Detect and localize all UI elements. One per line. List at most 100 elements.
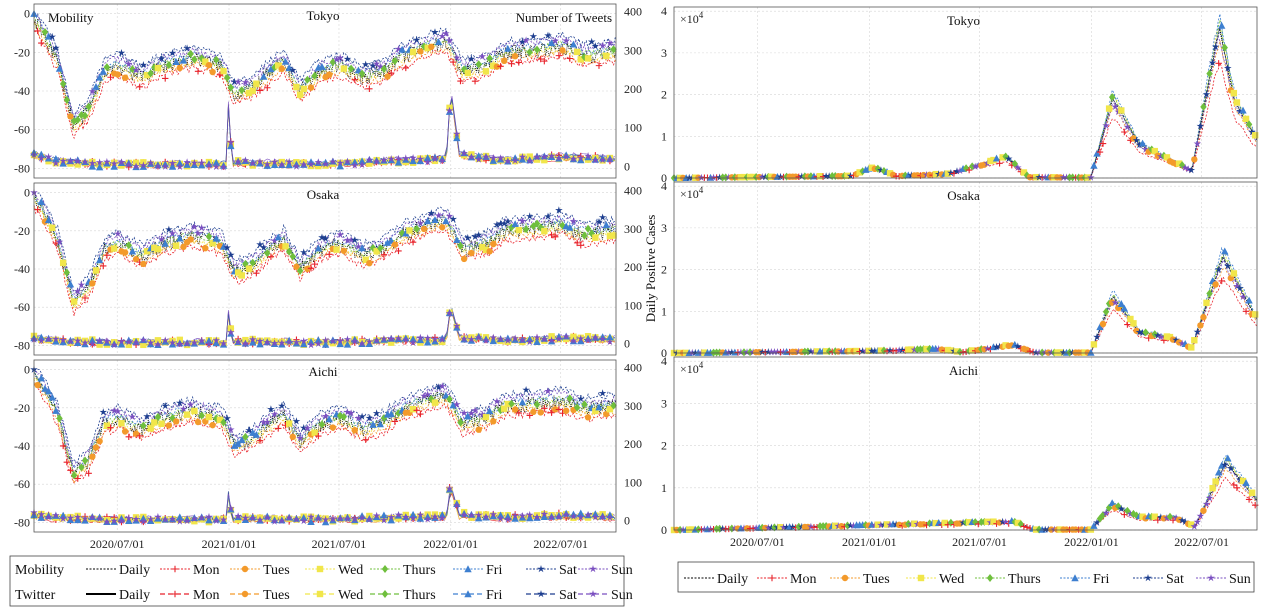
mobility-marker	[230, 77, 239, 85]
twitter-marker	[336, 340, 344, 348]
twitter-marker	[234, 337, 242, 346]
mobility-marker	[467, 409, 476, 417]
cases-marker	[1172, 514, 1180, 522]
mobility-marker	[387, 410, 395, 418]
twitter-marker	[438, 156, 447, 165]
mobility-marker	[423, 390, 432, 398]
twitter-marker	[66, 513, 75, 522]
mobility-line-mon	[33, 383, 616, 484]
mobility-marker	[439, 224, 446, 231]
mobility-marker	[584, 224, 592, 233]
mobility-marker	[59, 79, 67, 88]
mobility-marker	[176, 399, 184, 407]
mobility-line-mon	[33, 30, 616, 140]
twitter-marker	[372, 511, 381, 519]
mobility-marker	[457, 77, 464, 85]
mobility-marker	[41, 218, 49, 225]
twitter-marker	[409, 510, 417, 518]
mobility-marker	[107, 424, 114, 431]
mobility-line-daily	[33, 18, 617, 130]
cases-marker	[807, 347, 815, 355]
twitter-marker	[168, 162, 177, 170]
mobility-marker	[423, 217, 432, 225]
cases-marker	[1014, 342, 1022, 350]
mobility-marker	[70, 117, 78, 126]
mobility-marker	[606, 405, 614, 413]
cases-marker	[990, 156, 997, 164]
cases-marker	[777, 524, 784, 531]
twitter-marker	[292, 515, 301, 523]
twitter-marker	[533, 156, 541, 163]
cases-marker	[1132, 136, 1141, 144]
twitter-marker	[212, 336, 221, 344]
legend-row-label: Twitter	[15, 588, 56, 603]
x-tick-label: 2022/07/01	[1174, 535, 1229, 549]
cases-marker	[767, 348, 776, 356]
mobility-marker	[157, 54, 166, 62]
cases-marker	[758, 173, 766, 181]
y-tick-label: 3	[661, 221, 667, 235]
twitter-marker	[321, 518, 330, 526]
twitter-marker	[74, 339, 82, 347]
mobility-marker	[307, 84, 315, 91]
cases-marker	[782, 523, 791, 531]
cases-marker	[1214, 265, 1223, 273]
mobility-marker	[318, 233, 326, 241]
twitter-marker	[183, 160, 191, 168]
legend-mobility-mon-marker	[171, 565, 179, 573]
panel-title: Osaka	[307, 187, 340, 202]
legend-cases-thurs-marker	[986, 574, 994, 582]
cases-marker	[1118, 107, 1125, 114]
mobility-marker	[559, 47, 566, 54]
cases-marker	[935, 519, 943, 526]
twitter-marker	[66, 337, 75, 346]
twitter-marker	[358, 339, 366, 347]
mobility-marker	[245, 89, 253, 97]
twitter-marker	[241, 339, 250, 347]
twitter-marker	[358, 514, 366, 522]
mobility-marker	[343, 236, 352, 244]
cases-marker	[1190, 522, 1199, 530]
cases-marker	[1130, 509, 1137, 518]
cases-marker	[932, 170, 939, 178]
twitter-marker	[533, 333, 541, 341]
legend-twitter-fri-label: Fri	[486, 588, 502, 603]
twitter-marker	[423, 154, 432, 162]
cases-marker	[764, 523, 773, 531]
mobility-marker	[530, 408, 537, 416]
mobility-marker	[471, 77, 479, 85]
mobility-marker	[577, 242, 584, 249]
mobility-marker	[595, 62, 603, 69]
twitter-marker	[299, 337, 308, 345]
twitter-marker	[584, 510, 592, 519]
cases-marker	[1203, 299, 1210, 307]
cases-marker	[1221, 43, 1228, 52]
legend-mobility-daily-label: Daily	[119, 563, 150, 578]
twitter-marker	[81, 338, 89, 346]
mobility-marker	[227, 83, 235, 92]
y-right-tick-label: 200	[624, 437, 642, 451]
mobility-marker	[85, 470, 92, 477]
twitter-marker	[219, 339, 228, 347]
cases-marker	[1032, 173, 1040, 181]
twitter-marker	[66, 516, 75, 524]
twitter-marker	[140, 341, 147, 349]
cases-marker	[1239, 292, 1247, 301]
cases-marker	[953, 348, 961, 355]
cases-marker	[1205, 494, 1214, 502]
mobility-line-tues	[33, 206, 616, 309]
legend-cases-daily-label: Daily	[717, 572, 748, 587]
mobility-marker	[191, 55, 198, 64]
cases-marker	[1218, 21, 1226, 29]
twitter-marker	[190, 338, 199, 346]
mobility-marker	[143, 412, 151, 420]
legend-cases-thurs-label: Thurs	[1008, 572, 1041, 587]
twitter-marker	[161, 515, 169, 523]
twitter-marker	[66, 157, 75, 165]
mobility-marker	[562, 407, 570, 414]
mobility-marker	[522, 225, 530, 234]
twitter-marker	[547, 152, 556, 160]
twitter-marker	[409, 154, 417, 162]
mobility-marker	[296, 434, 304, 442]
mobility-marker	[522, 36, 530, 44]
